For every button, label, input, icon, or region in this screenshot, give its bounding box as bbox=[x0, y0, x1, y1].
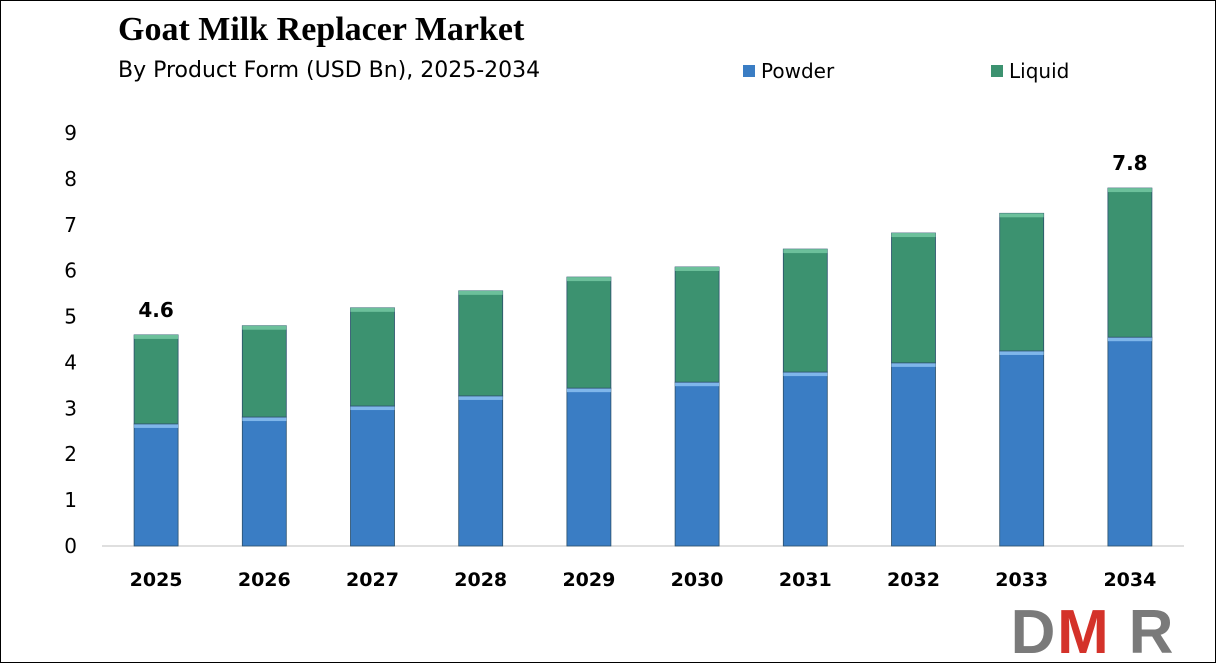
bar-liquid-2034 bbox=[1107, 187, 1153, 338]
y-tick-label: 0 bbox=[64, 534, 77, 558]
logo-letter: D bbox=[1011, 598, 1056, 662]
legend-label-liquid: Liquid bbox=[1009, 59, 1070, 83]
logo-letter: M bbox=[1057, 598, 1109, 662]
bar-liquid-2033 bbox=[999, 212, 1045, 352]
data-label-2034: 7.8 bbox=[1112, 151, 1147, 175]
bar-highlight bbox=[1107, 337, 1152, 342]
bar-highlight bbox=[350, 307, 395, 312]
bar-highlight bbox=[134, 334, 179, 339]
y-tick-label: 2 bbox=[64, 442, 77, 466]
y-tick-label: 4 bbox=[64, 350, 77, 374]
bar-liquid-2032 bbox=[891, 232, 936, 364]
y-tick-label: 9 bbox=[64, 121, 77, 145]
x-tick-label: 2028 bbox=[454, 569, 507, 591]
bar-liquid-2029 bbox=[566, 276, 612, 389]
bar-highlight bbox=[566, 277, 611, 282]
bar-highlight bbox=[134, 423, 179, 428]
x-tick-label: 2026 bbox=[238, 569, 291, 591]
legend-label-powder: Powder bbox=[761, 59, 835, 83]
bar-powder-2030 bbox=[674, 381, 720, 547]
y-tick-label: 3 bbox=[64, 396, 77, 420]
y-tick-label: 7 bbox=[64, 213, 77, 237]
legend-item-liquid: Liquid bbox=[991, 59, 1069, 83]
x-tick-label: 2033 bbox=[995, 569, 1048, 591]
bar-liquid-2031 bbox=[782, 248, 828, 373]
bar-powder-2033 bbox=[999, 350, 1045, 547]
x-tick-label: 2032 bbox=[887, 569, 940, 591]
logo-letter: R bbox=[1129, 598, 1174, 662]
bar-highlight bbox=[350, 406, 395, 411]
bar-liquid-2030 bbox=[674, 266, 720, 383]
bar-highlight bbox=[242, 325, 287, 330]
bar-powder-2034 bbox=[1107, 336, 1153, 547]
x-tick-label: 2030 bbox=[671, 569, 724, 591]
legend-swatch-liquid bbox=[991, 65, 1003, 77]
bar-highlight bbox=[783, 372, 828, 377]
bar-powder-2031 bbox=[782, 371, 828, 547]
bar-highlight bbox=[458, 290, 503, 295]
bar-liquid-2025 bbox=[133, 334, 179, 425]
bar-liquid-2027 bbox=[350, 307, 395, 407]
bar-highlight bbox=[242, 417, 287, 422]
bar-highlight bbox=[999, 350, 1044, 355]
bar-liquid-2028 bbox=[458, 290, 504, 397]
bar-powder-2029 bbox=[566, 387, 612, 547]
bar-highlight bbox=[458, 395, 503, 400]
y-tick-label: 5 bbox=[64, 305, 77, 329]
x-tick-label: 2029 bbox=[562, 569, 615, 591]
bar-powder-2032 bbox=[891, 362, 936, 547]
legend-swatch-powder bbox=[743, 65, 755, 77]
legend-item-powder: Powder bbox=[743, 59, 834, 83]
x-tick-label: 2034 bbox=[1103, 569, 1156, 591]
bar-highlight bbox=[1107, 188, 1152, 193]
bar-highlight bbox=[891, 233, 936, 238]
bar-highlight bbox=[675, 382, 720, 387]
data-label-2025: 4.6 bbox=[138, 298, 173, 322]
bar-highlight bbox=[783, 249, 828, 254]
bar-highlight bbox=[566, 388, 611, 393]
y-tick-label: 1 bbox=[64, 488, 77, 512]
chart-title: Goat Milk Replacer Market bbox=[118, 11, 525, 48]
x-tick-label: 2031 bbox=[779, 569, 832, 591]
y-tick-label: 6 bbox=[64, 259, 77, 283]
bar-highlight bbox=[675, 266, 720, 271]
x-tick-label: 2027 bbox=[346, 569, 399, 591]
bar-powder-2027 bbox=[350, 405, 395, 547]
x-tick-label: 2025 bbox=[130, 569, 183, 591]
bar-liquid-2026 bbox=[241, 325, 287, 418]
y-tick-label: 8 bbox=[64, 167, 77, 191]
bar-highlight bbox=[999, 213, 1044, 218]
bar-powder-2026 bbox=[241, 416, 287, 547]
bar-highlight bbox=[891, 362, 936, 367]
bar-powder-2028 bbox=[458, 395, 504, 547]
bar-powder-2025 bbox=[133, 423, 179, 547]
chart-subtitle: By Product Form (USD Bn), 2025-2034 bbox=[118, 58, 541, 83]
